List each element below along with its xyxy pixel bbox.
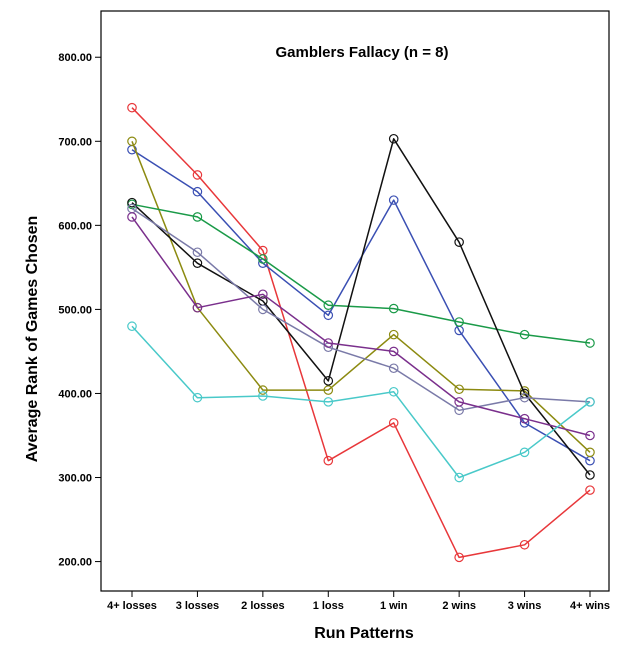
data-point <box>258 289 268 300</box>
data-point <box>585 447 595 458</box>
x-tick-label: 4+ losses <box>107 600 157 612</box>
data-point <box>388 418 399 428</box>
series-8 <box>127 321 595 483</box>
data-point <box>127 212 137 222</box>
y-tick-label: 200.00 <box>58 557 92 569</box>
data-point <box>323 310 334 321</box>
data-point <box>585 397 595 407</box>
y-tick-label: 500.00 <box>58 304 92 316</box>
data-point <box>127 136 137 147</box>
data-point <box>323 397 334 407</box>
x-tick-label: 1 win <box>380 600 408 612</box>
series-1 <box>127 102 595 563</box>
x-tick-label: 3 losses <box>176 600 219 612</box>
data-point <box>258 254 268 264</box>
x-tick-label: 1 loss <box>313 600 344 612</box>
data-point <box>388 386 399 397</box>
data-point <box>585 470 595 480</box>
data-point <box>388 329 399 340</box>
data-point <box>585 430 595 441</box>
data-point <box>192 247 203 258</box>
x-tick-label: 2 losses <box>241 600 284 612</box>
y-tick-label: 300.00 <box>58 473 92 485</box>
x-axis-ticks: 4+ losses 3 losses 2 losses 1 loss 1 win 2 wi… <box>107 591 610 612</box>
data-point <box>127 197 137 208</box>
series-7 <box>127 212 595 441</box>
data-point <box>388 303 399 314</box>
series-line <box>131 216 591 437</box>
plot-frame <box>100 10 610 592</box>
series-4 <box>127 199 595 348</box>
data-point <box>258 385 268 395</box>
data-point <box>323 376 334 386</box>
data-point <box>454 397 464 407</box>
chart-title: Gamblers Fallacy (n = 8) <box>276 44 449 61</box>
series-line <box>131 107 591 559</box>
series-line <box>131 203 591 344</box>
data-point <box>192 170 203 180</box>
series-layer <box>127 102 595 563</box>
series-line <box>131 207 591 412</box>
data-point <box>454 384 464 395</box>
data-point <box>519 329 530 340</box>
x-tick-label: 2 wins <box>442 600 476 612</box>
data-point <box>192 258 203 268</box>
data-point <box>388 133 399 144</box>
data-point <box>519 539 530 550</box>
data-point <box>388 346 399 357</box>
data-point <box>323 300 334 311</box>
data-point <box>192 212 203 222</box>
y-tick-label: 400.00 <box>58 388 92 400</box>
data-point <box>585 338 595 348</box>
data-point <box>192 186 203 197</box>
data-point <box>388 363 399 374</box>
data-point <box>454 472 464 483</box>
data-point <box>585 485 595 495</box>
y-axis-ticks: 200.00 300.00 400.00 500.00 600.00 700.00 800.… <box>58 52 101 569</box>
series-line <box>131 138 591 476</box>
data-point <box>388 195 399 205</box>
data-point <box>127 102 137 113</box>
data-point <box>323 455 334 466</box>
y-tick-label: 600.00 <box>58 220 92 232</box>
series-line <box>131 141 591 453</box>
data-point <box>258 391 268 401</box>
data-point <box>519 447 530 458</box>
x-tick-label: 3 wins <box>508 600 542 612</box>
series-5 <box>127 133 595 480</box>
y-tick-label: 800.00 <box>58 52 92 64</box>
x-tick-label: 4+ wins <box>570 600 610 612</box>
data-point <box>192 392 203 403</box>
y-tick-label: 700.00 <box>58 136 92 148</box>
data-point <box>192 302 203 313</box>
series-line <box>131 325 591 479</box>
data-point <box>258 304 268 315</box>
data-point <box>454 552 464 563</box>
x-axis-label: Run Patterns <box>314 625 414 642</box>
data-point <box>454 237 464 247</box>
data-point <box>323 338 334 348</box>
data-point <box>519 392 530 403</box>
data-point <box>127 321 137 332</box>
data-point <box>519 413 530 424</box>
data-point <box>454 317 464 327</box>
data-point <box>519 386 530 396</box>
data-point <box>323 385 334 395</box>
y-axis-label: Average Rank of Games Chosen <box>24 216 41 463</box>
